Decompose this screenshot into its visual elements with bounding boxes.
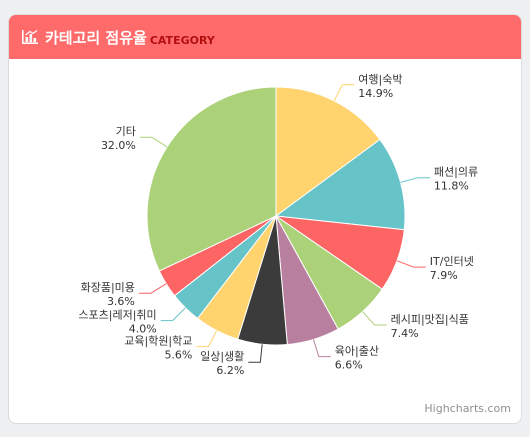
chart-card: 카테고리 점유율 CATEGORY 여행|숙박 14.9% 패션|의류 11.8% IT… [8,14,522,424]
slice-label-name: IT/인터넷 [430,255,474,268]
connector-4 [313,339,331,358]
slice-label-name: 스포츠|레저|취미 [78,309,156,322]
slice-label-percent: 14.9% [358,87,393,100]
slice-label-percent: 11.8% [434,180,469,193]
slice-label-name: 패션|의류 [434,166,478,179]
slice-label-name: 일상|생활 [200,349,244,363]
pie-slice-0[interactable] [275,86,381,217]
chart-title: 카테고리 점유율 [45,28,147,47]
slice-label-name: 레시피|맛집|식품 [391,313,469,326]
slice-label-percent: 6.2% [216,364,244,377]
pie-slices [146,86,406,346]
slice-label-percent: 6.6% [335,359,363,372]
connector-9 [139,136,168,148]
connector-2 [396,260,426,268]
slice-label-name: 육아|출산 [335,345,379,358]
credits-link[interactable]: Highcharts.com [424,402,511,415]
connector-7 [160,307,186,322]
slice-label-name: 여행|숙박 [358,73,402,86]
connector-0 [333,84,355,102]
slice-label-name: 교육|학원|학교 [124,335,192,348]
connector-1 [400,177,430,183]
slice-label-percent: 32.0% [101,139,136,152]
slice-label-percent: 5.6% [164,349,192,362]
connector-3 [362,311,387,326]
connector-6 [196,330,218,348]
connector-5 [248,344,263,363]
slice-label-name: 기타 [116,125,136,138]
slice-label-percent: 4.0% [129,323,157,336]
slice-label-percent: 7.9% [430,269,458,282]
label-connectors [138,84,430,363]
slice-label-percent: 3.6% [107,295,135,308]
slice-label-percent: 7.4% [391,327,419,340]
card-header: 카테고리 점유율 CATEGORY [9,15,521,59]
pie-slice-1[interactable] [274,138,406,231]
chart-subtitle: CATEGORY [149,33,215,47]
bar-chart-icon [22,29,38,44]
connector-8 [138,283,167,294]
slice-label-name: 화장품|미용 [81,281,135,294]
